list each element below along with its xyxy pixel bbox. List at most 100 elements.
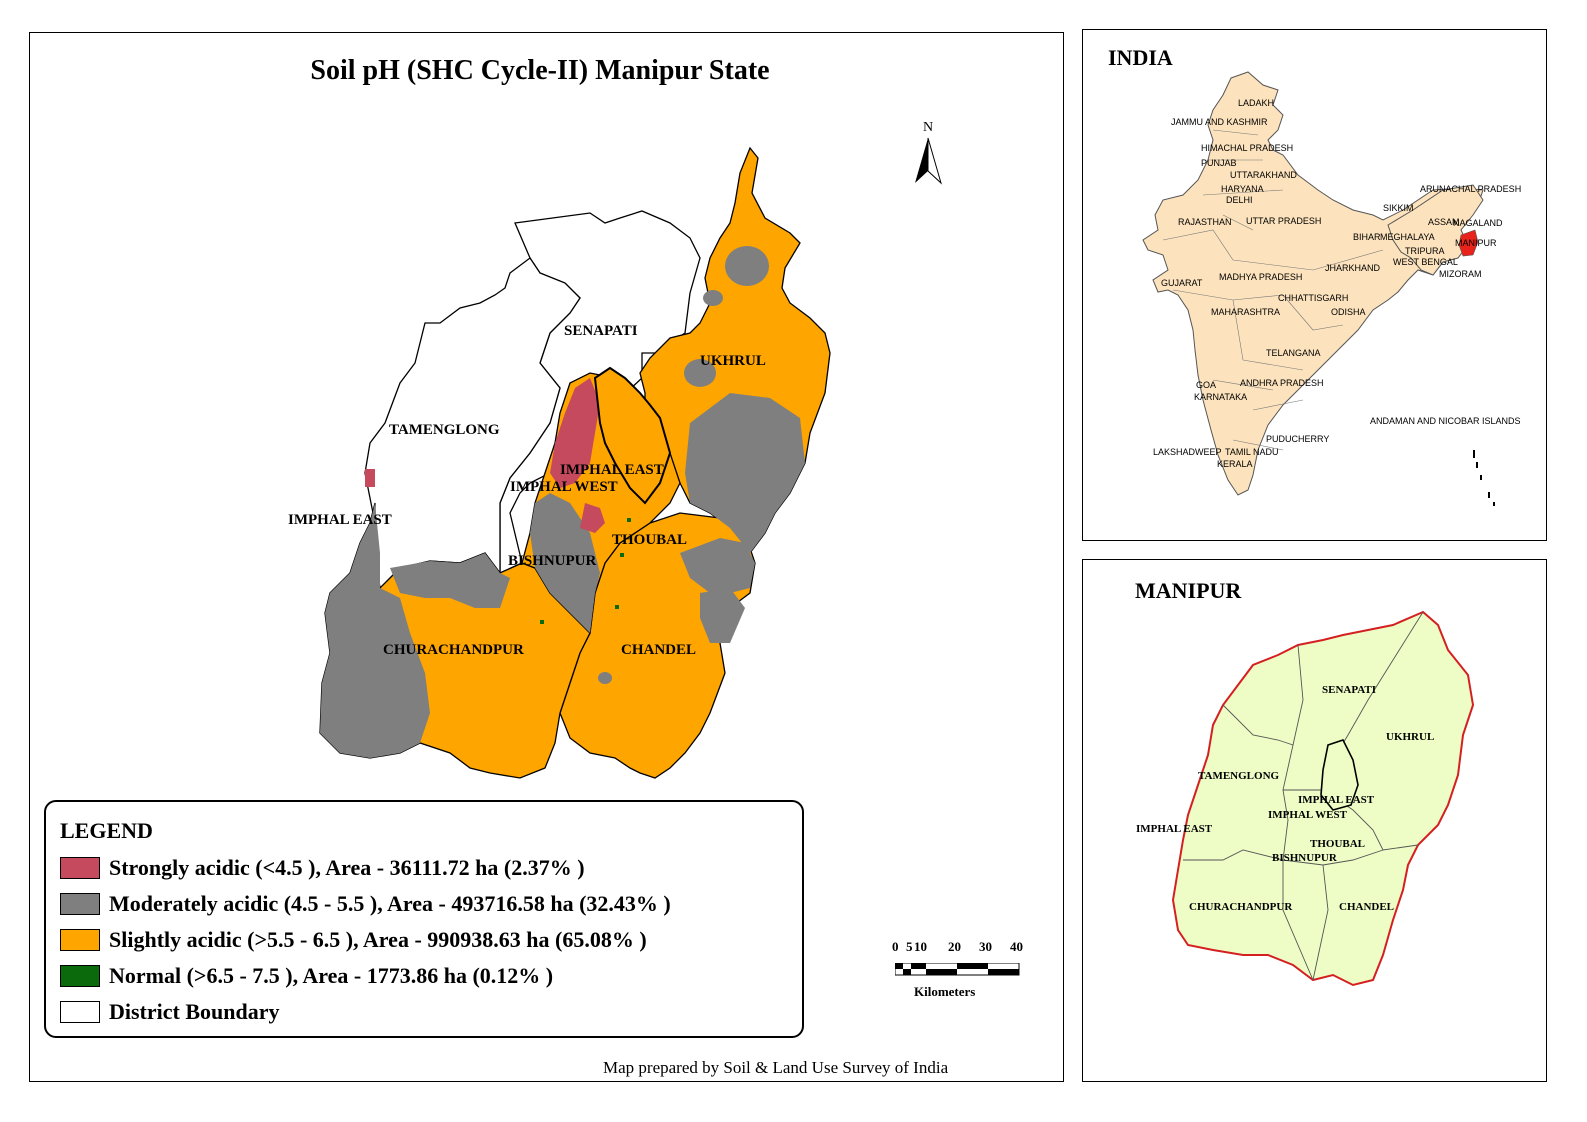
india-label: LAKSHADWEEP — [1153, 447, 1222, 457]
india-label: MIZORAM — [1439, 269, 1482, 279]
india-label: RAJASTHAN — [1178, 217, 1232, 227]
scale-tick: 10 — [914, 939, 927, 954]
legend-swatch — [60, 1001, 100, 1023]
india-label: TRIPURA — [1405, 246, 1445, 256]
manipur-label: IMPHAL WEST — [1268, 809, 1348, 821]
strongly-acidic-areas — [365, 378, 605, 533]
india-label: MEGHALAYA — [1380, 232, 1435, 242]
india-label: MANIPUR — [1455, 238, 1497, 248]
legend-label: Slightly acidic (>5.5 - 6.5 ), Area - 99… — [109, 927, 647, 952]
india-label: JAMMU AND KASHMIR — [1171, 117, 1268, 127]
india-label: ANDHRA PRADESH — [1240, 378, 1324, 388]
state-boundaries — [1162, 129, 1384, 451]
india-label: DELHI — [1226, 195, 1253, 205]
india-label: BIHAR — [1353, 232, 1381, 242]
india-label: NAGALAND — [1453, 218, 1503, 228]
india-label: JHARKHAND — [1325, 263, 1381, 273]
soil-ph-map: SENAPATI UKHRUL TAMENGLONG IMPHAL EAST I… — [288, 120, 942, 779]
manipur-label: BISHNUPUR — [1272, 852, 1338, 864]
valley-boundary-outline — [593, 366, 672, 505]
india-outline — [1142, 71, 1484, 496]
scale-tick: 40 — [1010, 939, 1023, 954]
india-label: PUNJAB — [1201, 158, 1237, 168]
manipur-map: SENAPATI UKHRUL TAMENGLONG IMPHAL EAST I… — [1136, 610, 1475, 987]
map-credit: Map prepared by Soil & Land Use Survey o… — [603, 1058, 949, 1077]
manipur-label: SENAPATI — [1322, 684, 1376, 696]
manipur-label: CHURACHANDPUR — [1189, 901, 1293, 913]
legend-item-moderately-acidic: Moderately acidic (4.5 - 5.5 ), Area - 4… — [60, 890, 671, 918]
manipur-label: THOUBAL — [1310, 838, 1365, 850]
legend-box: LEGEND Strongly acidic (<4.5 ), Area - 3… — [44, 800, 804, 1038]
scale-tick: 5 — [906, 939, 913, 954]
scale-unit: Kilometers — [914, 984, 976, 999]
india-inset-title: INDIA — [1108, 45, 1173, 70]
manipur-inset-frame: MANIPUR SENAPATI UKHRUL TAMENGLONG IMPHA… — [1082, 559, 1547, 1082]
moderately-acidic-areas — [320, 246, 805, 758]
label-imphal-west: IMPHAL WEST — [510, 479, 618, 495]
india-label: LADAKH — [1238, 98, 1274, 108]
andaman-islands — [1473, 450, 1495, 506]
india-label: UTTAR PRADESH — [1246, 216, 1321, 226]
scale-tick: 0 — [892, 939, 899, 954]
north-arrow-icon: N — [915, 120, 942, 185]
india-label: WEST BENGAL — [1393, 257, 1458, 267]
label-bishnupur: BISHNUPUR — [508, 553, 597, 569]
india-label: CHHATTISGARH — [1278, 293, 1348, 303]
india-label: UTTARAKHAND — [1230, 170, 1297, 180]
label-imphal-east-north: IMPHAL EAST — [560, 462, 664, 478]
label-chandel: CHANDEL — [621, 642, 696, 658]
india-label: ASSAM — [1428, 217, 1460, 227]
normal-ph-areas — [540, 518, 631, 624]
manipur-inset-title: MANIPUR — [1135, 578, 1242, 603]
manipur-label: TAMENGLONG — [1198, 770, 1280, 782]
legend-item-slightly-acidic: Slightly acidic (>5.5 - 6.5 ), Area - 99… — [60, 926, 647, 954]
india-label: ODISHA — [1331, 307, 1366, 317]
india-label: ANDAMAN AND NICOBAR ISLANDS — [1370, 416, 1521, 426]
main-map-frame: Soil pH (SHC Cycle-II) Manipur State — [29, 32, 1064, 1082]
scale-tick: 20 — [948, 939, 961, 954]
svg-text:N: N — [923, 120, 933, 135]
scale-tick-labels: 0 5 10 20 30 40 — [892, 939, 1027, 955]
india-label: SIKKIM — [1383, 203, 1414, 213]
legend-swatch — [60, 893, 100, 915]
label-imphal-east-west: IMPHAL EAST — [288, 512, 392, 528]
india-label: ARUNACHAL PRADESH — [1420, 184, 1521, 194]
label-tamenglong: TAMENGLONG — [389, 422, 500, 438]
legend-swatch — [60, 929, 100, 951]
legend-label: District Boundary — [109, 999, 280, 1024]
map-title: Soil pH (SHC Cycle-II) Manipur State — [310, 55, 770, 86]
scale-bar: 0 5 10 20 30 40 Kilometers — [892, 939, 1027, 999]
manipur-valley-outline — [1320, 739, 1359, 811]
india-label: MADHYA PRADESH — [1219, 272, 1302, 282]
label-senapati: SENAPATI — [564, 323, 638, 339]
manipur-label: IMPHAL EAST — [1298, 794, 1375, 806]
legend-item-district-boundary: District Boundary — [60, 998, 280, 1026]
india-label: KARNATAKA — [1194, 392, 1247, 402]
legend-swatch — [60, 857, 100, 879]
india-map: LADAKH JAMMU AND KASHMIR HIMACHAL PRADES… — [1142, 71, 1521, 506]
label-thoubal: THOUBAL — [612, 532, 687, 548]
legend-label: Normal (>6.5 - 7.5 ), Area - 1773.86 ha … — [109, 963, 554, 988]
india-label: HARYANA — [1221, 184, 1264, 194]
legend-label: Moderately acidic (4.5 - 5.5 ), Area - 4… — [109, 891, 671, 916]
legend-item-strongly-acidic: Strongly acidic (<4.5 ), Area - 36111.72… — [60, 854, 585, 882]
manipur-label: IMPHAL EAST — [1136, 823, 1213, 835]
india-label: TAMIL NADU — [1225, 447, 1279, 457]
india-label: HIMACHAL PRADESH — [1201, 143, 1293, 153]
legend-item-normal: Normal (>6.5 - 7.5 ), Area - 1773.86 ha … — [60, 962, 553, 990]
label-ukhrul: UKHRUL — [700, 353, 766, 369]
india-label: PUDUCHERRY — [1266, 434, 1329, 444]
manipur-label: CHANDEL — [1339, 901, 1394, 913]
india-label: GOA — [1196, 380, 1216, 390]
india-label: MAHARASHTRA — [1211, 307, 1280, 317]
india-label: GUJARAT — [1161, 278, 1203, 288]
india-label: TELANGANA — [1266, 348, 1321, 358]
legend-title: LEGEND — [60, 818, 153, 843]
scale-tick: 30 — [979, 939, 992, 954]
manipur-label: UKHRUL — [1386, 731, 1434, 743]
scale-bar-graphic — [895, 963, 1020, 976]
india-inset-frame: INDIA LADAKH JAMMU AND KASHMIR HIMACHAL … — [1082, 29, 1547, 541]
label-churachandpur: CHURACHANDPUR — [383, 642, 524, 658]
india-label: KERALA — [1217, 459, 1253, 469]
manipur-highlight — [1458, 229, 1479, 257]
